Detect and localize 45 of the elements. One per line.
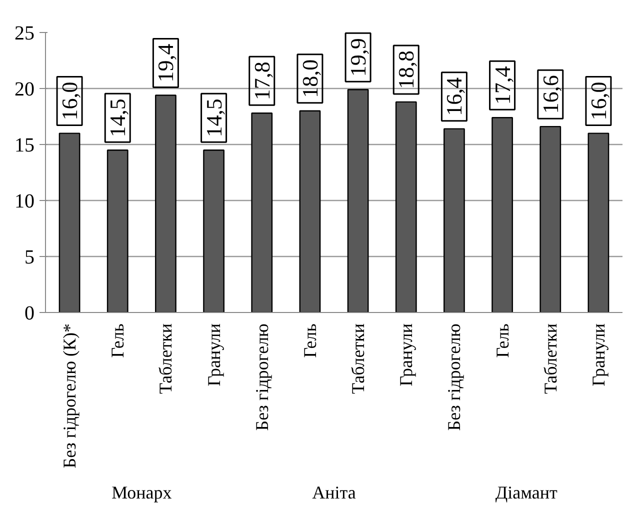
x-tick-label: Гранули [396,323,416,386]
bar [588,132,610,312]
y-tick-label: 25 [14,22,34,44]
y-tick-label: 5 [24,246,34,268]
x-tick-label: Без гідрогелю (К)* [60,323,80,468]
data-label: 14,5 [105,98,130,138]
data-label: 17,8 [249,62,274,100]
bar [444,128,465,312]
x-tick-label: Таблетки [348,323,368,394]
x-tick-label: Гель [492,323,512,358]
text: Аніта [312,482,356,502]
bar [155,94,176,312]
data-label: 16,0 [57,82,82,120]
data-label: 19,4 [153,44,178,82]
data-label: 14,5 [201,98,226,138]
bar [299,110,321,312]
data-label: 18,8 [394,50,419,89]
text: Діамант [495,482,558,502]
data-label: 16,0 [586,82,611,120]
bar [540,126,562,312]
bar [347,89,369,312]
x-tick-label: Гель [108,323,128,358]
y-tick-label: 20 [14,78,34,100]
bar [251,112,273,312]
bar [395,101,417,312]
x-tick-label: Гель [300,323,320,358]
text: Монарх [112,482,172,502]
bar [492,117,513,312]
bar [106,150,128,312]
data-label: 16,4 [442,77,467,116]
x-tick-label: Гранули [204,323,224,386]
data-label: 16,6 [538,75,563,114]
x-tick-label: Без гідрогелю [444,323,464,431]
data-label: 19,9 [346,38,371,77]
data-label: 17,4 [490,66,515,105]
y-tick-label: 15 [14,134,34,156]
y-tick-label: 0 [24,302,34,324]
bar [203,150,224,312]
bar [58,132,80,312]
x-tick-label: Гранули [588,323,608,386]
y-tick-label: 10 [14,190,34,212]
x-tick-label: Без гідрогелю [252,323,272,431]
data-label: 18,0 [297,59,322,98]
x-tick-label: Таблетки [156,323,176,394]
x-tick-label: Таблетки [540,323,560,394]
